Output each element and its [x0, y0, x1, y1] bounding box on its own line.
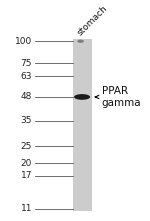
- Text: 17: 17: [20, 171, 32, 180]
- Text: 25: 25: [21, 142, 32, 151]
- Text: 48: 48: [21, 92, 32, 101]
- Text: stomach: stomach: [76, 3, 110, 37]
- Ellipse shape: [74, 94, 90, 100]
- Text: 63: 63: [20, 72, 32, 81]
- Text: 11: 11: [20, 204, 32, 213]
- Text: 35: 35: [20, 116, 32, 126]
- Text: 100: 100: [15, 37, 32, 46]
- Ellipse shape: [77, 40, 84, 43]
- Text: 20: 20: [21, 159, 32, 168]
- Text: PPAR: PPAR: [102, 86, 128, 96]
- Text: 75: 75: [20, 59, 32, 68]
- Text: gamma: gamma: [102, 98, 141, 108]
- Bar: [73, 39, 92, 211]
